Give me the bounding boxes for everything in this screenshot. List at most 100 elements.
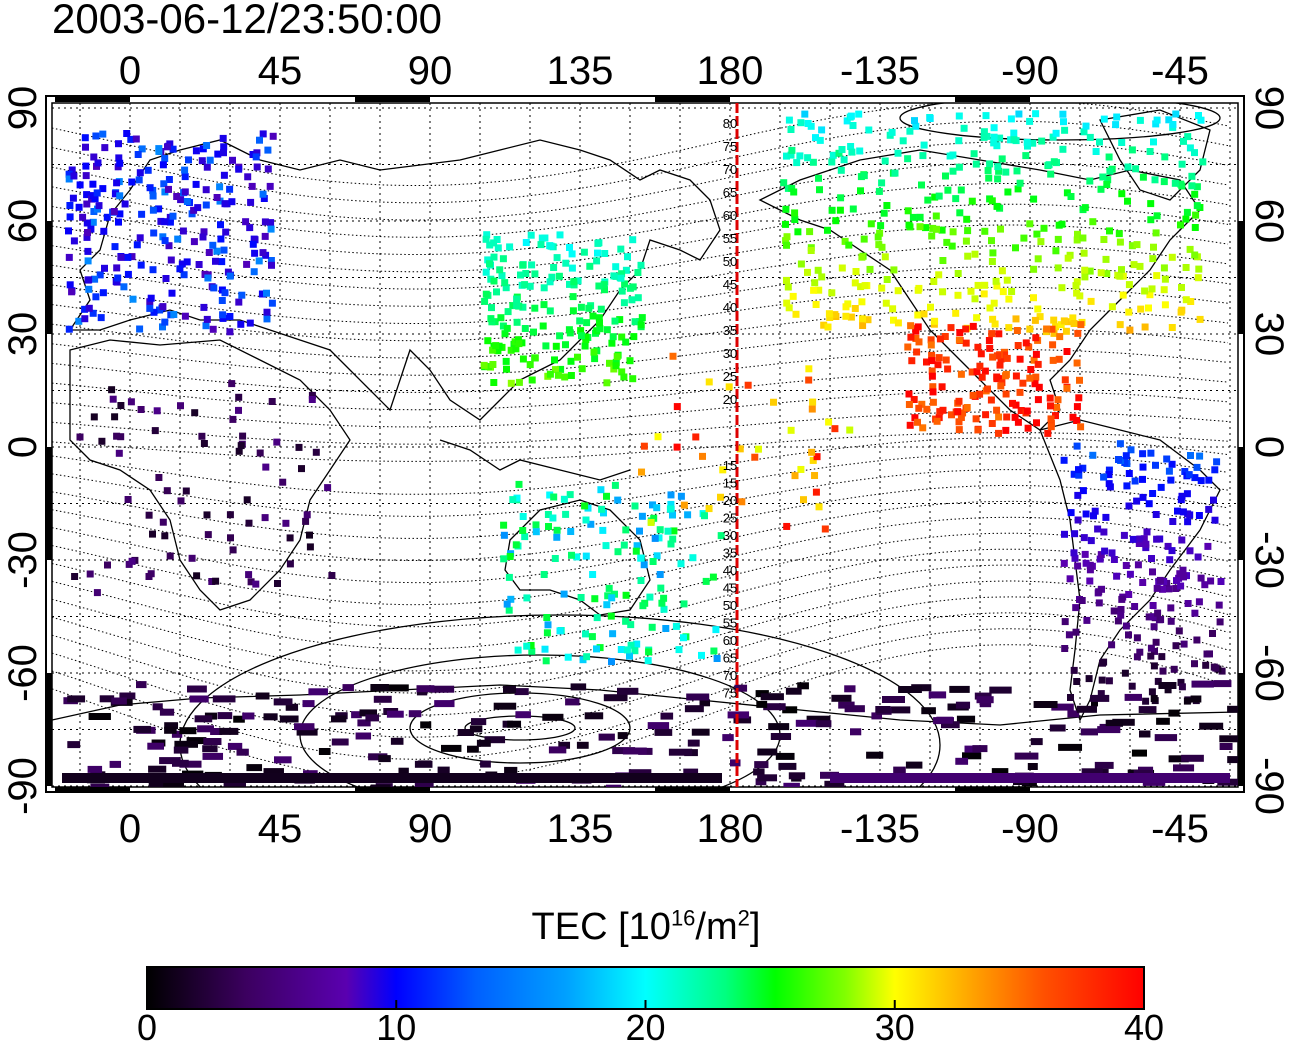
tec-sample	[836, 206, 844, 214]
tec-sample	[155, 474, 163, 481]
colorbar-tick-label: 40	[1123, 1007, 1165, 1048]
tec-sample	[1073, 442, 1081, 450]
tec-sample	[1073, 417, 1081, 424]
tec-sample	[973, 314, 981, 322]
frame-stripe	[46, 221, 52, 334]
tec-sample	[226, 272, 234, 280]
tec-sample	[938, 383, 946, 391]
tec-sample	[167, 256, 175, 264]
tec-sample	[124, 496, 132, 503]
australia-coast	[504, 499, 651, 616]
tec-sample	[487, 315, 495, 323]
tec-sample	[159, 303, 167, 311]
contour-label: 65	[723, 651, 737, 666]
contour-line	[52, 120, 1229, 204]
tec-sample	[537, 241, 545, 249]
frame-stripe	[655, 787, 730, 793]
tec-sample	[1090, 694, 1110, 702]
tec-sample	[866, 751, 884, 759]
tec-sample	[494, 244, 502, 252]
tec-sample	[101, 144, 109, 152]
tec-sample	[67, 741, 81, 749]
tec-sample	[1215, 601, 1223, 609]
tec-sample	[560, 590, 568, 598]
tec-sample	[820, 771, 840, 779]
tec-sample	[489, 361, 497, 368]
tec-sample	[1157, 483, 1165, 491]
tec-sample	[956, 715, 976, 723]
tec-sample	[149, 530, 156, 538]
lon-label-bottom: 0	[119, 807, 141, 851]
tec-sample	[1061, 530, 1068, 538]
tec-sample	[684, 705, 704, 713]
tec-sample	[190, 206, 198, 214]
tec-sample	[237, 442, 245, 450]
tec-sample	[783, 241, 790, 249]
tec-sample	[944, 365, 952, 373]
tec-sample	[1213, 680, 1232, 688]
tec-sample	[565, 326, 573, 334]
tec-sample	[609, 630, 617, 638]
tec-sample	[935, 271, 943, 279]
tec-sample	[82, 172, 90, 180]
tec-sample	[1015, 110, 1023, 118]
tec-sample	[1080, 728, 1099, 736]
tec-sample	[988, 237, 995, 245]
tec-sample	[1081, 273, 1089, 281]
tec-sample	[194, 715, 213, 723]
tec-sample	[1026, 220, 1034, 228]
tec-sample	[203, 142, 211, 149]
tec-sample	[859, 315, 866, 323]
tec-sample	[620, 299, 628, 307]
lon-label-top: -45	[1151, 49, 1209, 93]
tec-sample	[580, 248, 588, 256]
tec-sample	[1034, 255, 1042, 263]
tec-sample	[1150, 243, 1157, 251]
lat-label-left: 0	[1, 436, 45, 458]
tec-sample	[810, 286, 818, 294]
tec-sample	[1030, 356, 1038, 364]
tec-sample	[828, 206, 836, 214]
tec-sample	[964, 252, 972, 260]
tec-sample	[1081, 266, 1089, 274]
tec-sample	[928, 367, 936, 375]
tec-sample	[584, 712, 604, 720]
tec-sample	[1105, 471, 1113, 479]
tec-sample	[606, 359, 613, 367]
tec-sample	[93, 589, 101, 597]
tec-sample	[1058, 743, 1083, 751]
tec-sample	[1160, 286, 1168, 294]
tec-sample	[756, 700, 768, 708]
contour-line	[52, 390, 1229, 428]
tec-sample	[517, 271, 524, 279]
tec-sample	[1063, 384, 1071, 392]
tec-sample	[796, 152, 804, 160]
tec-sample	[860, 172, 868, 180]
tec-sample	[1097, 269, 1105, 277]
tec-sample	[1091, 507, 1099, 515]
contour-line	[52, 516, 1229, 606]
tec-sample	[1089, 451, 1097, 459]
tec-sample	[67, 695, 86, 703]
tec-sample	[90, 783, 110, 787]
tec-sample	[815, 503, 823, 511]
tec-sample	[216, 183, 224, 191]
contour-line	[52, 103, 1229, 186]
tec-sample	[1095, 599, 1103, 607]
tec-sample	[1094, 525, 1102, 533]
tec-sample	[622, 338, 630, 346]
tec-sample	[221, 289, 229, 297]
tec-sample	[948, 411, 955, 419]
tec-sample	[844, 705, 865, 713]
tec-sample	[127, 135, 135, 143]
tec-sample	[513, 295, 521, 303]
tec-sample	[1167, 476, 1175, 484]
tec-sample	[227, 534, 234, 542]
tec-sample	[515, 711, 531, 719]
tec-sample	[673, 443, 681, 451]
tec-sample	[994, 175, 1002, 183]
tec-sample	[1046, 394, 1054, 402]
tec-sample	[1050, 329, 1058, 337]
tec-sample	[89, 218, 97, 226]
tec-sample	[521, 325, 529, 332]
